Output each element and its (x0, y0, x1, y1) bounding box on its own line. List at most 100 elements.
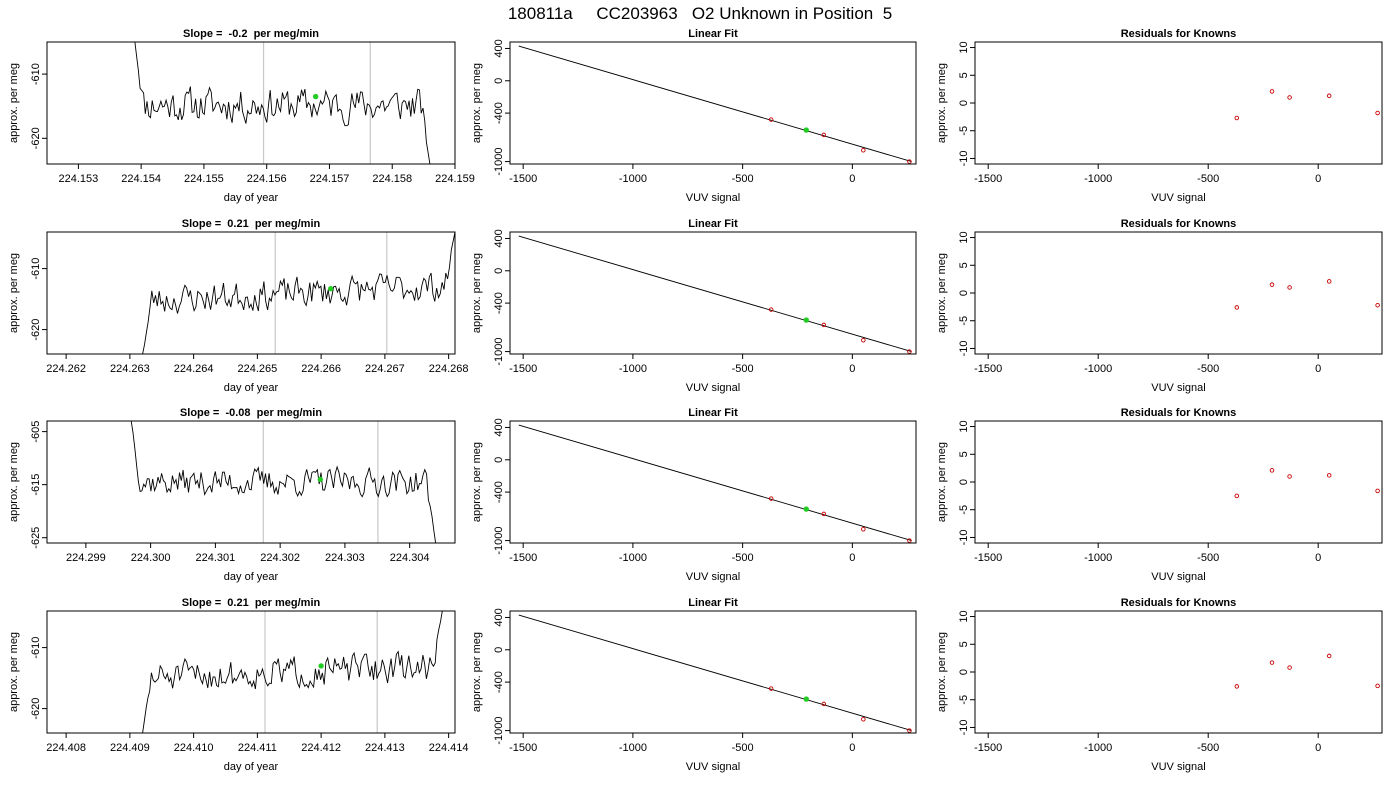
x-tick-label: -500 (732, 552, 754, 564)
unknown-marker (327, 286, 334, 292)
panel-residuals-3: Residuals for Knowns -1500 -1000 -500 0 10 5 0 -… (936, 597, 1383, 773)
y-tick-label: -10 (958, 720, 970, 736)
x-tick-label: -1500 (509, 742, 537, 754)
y-tick-label: -1000 (493, 717, 505, 745)
plot-frame (509, 610, 917, 734)
known-point (821, 511, 827, 517)
known-point (821, 322, 827, 328)
plot-frame (509, 420, 917, 544)
y-tick-label: -625 (30, 527, 42, 549)
x-axis-label: VUV signal (686, 571, 740, 583)
x-tick-label: -500 (1197, 742, 1219, 754)
plot-frame (974, 41, 1383, 165)
x-tick-label: 224.409 (110, 742, 150, 754)
panel-time-series-1: Slope = 0.21 per meg/min 224.262 224.263 22… (8, 218, 469, 394)
known-point (907, 349, 912, 354)
unknown-marker (317, 476, 323, 483)
x-axis-label: VUV signal (1151, 571, 1205, 583)
y-tick-label: -400 (493, 481, 505, 503)
plot-frame (46, 41, 456, 165)
x-tick-label: 224.159 (435, 173, 475, 185)
residual-point (1269, 282, 1275, 287)
known-point (861, 527, 866, 532)
known-point (907, 728, 912, 733)
y-tick-label: -610 (30, 63, 42, 85)
residual-point (1375, 302, 1380, 308)
x-tick-label: 0 (849, 742, 855, 754)
plot-frame (509, 231, 917, 355)
panel-linear-fit-3: Linear Fit -1500 -1000 -500 0 400 0 -400 -1000 VU… (471, 597, 917, 773)
y-tick-label: -620 (30, 698, 42, 720)
unknown-marker (803, 317, 809, 323)
y-axis-label: approx. per meg (936, 632, 948, 712)
x-tick-label: 224.413 (365, 742, 405, 754)
x-tick-label: -500 (1197, 552, 1219, 564)
residual-point (1269, 660, 1275, 665)
panel-title: Slope = 0.21 per meg/min (182, 597, 321, 609)
residual-point (1326, 653, 1332, 659)
x-tick-label: -1000 (1084, 552, 1112, 564)
y-axis-label: approx. per meg (936, 63, 948, 143)
plot-frame (46, 610, 456, 734)
y-tick-label: -615 (30, 474, 42, 496)
panel-title: Residuals for Knowns (1121, 407, 1237, 419)
x-tick-label: 0 (849, 363, 855, 375)
known-point (861, 717, 866, 722)
known-point (768, 117, 774, 122)
x-tick-label: 224.304 (390, 552, 430, 564)
panel-residuals-1: Residuals for Knowns -1500 -1000 -500 0 10 5 0 -… (936, 218, 1383, 394)
panel-linear-fit-2: Linear Fit -1500 -1000 -500 0 400 0 -400 -1000 VU… (471, 407, 917, 583)
x-tick-label: -1000 (1084, 742, 1112, 754)
trace-line (142, 232, 455, 354)
y-tick-label: 5 (958, 641, 970, 647)
unknown-marker (803, 127, 809, 133)
x-tick-label: -500 (732, 173, 754, 185)
data-layer (518, 45, 912, 164)
y-tick-label: 400 (493, 229, 505, 247)
x-axis-label: day of year (224, 192, 279, 204)
x-tick-label: -1000 (619, 363, 647, 375)
panel-title: Linear Fit (688, 28, 738, 40)
x-tick-label: 224.410 (174, 742, 214, 754)
residual-point (1234, 115, 1240, 121)
x-tick-label: 224.157 (310, 173, 350, 185)
trace-line (130, 421, 437, 543)
x-tick-label: 0 (849, 552, 855, 564)
x-tick-label: 224.299 (66, 552, 106, 564)
y-tick-label: 10 (958, 610, 970, 622)
plot-frame (974, 420, 1383, 544)
y-axis-label: approx. per meg (8, 442, 20, 522)
plot-frame (46, 420, 456, 544)
x-tick-label: 224.411 (238, 742, 277, 754)
y-tick-label: -610 (30, 637, 42, 659)
panel-title: Slope = -0.08 per meg/min (180, 407, 322, 419)
plot-frame (509, 41, 917, 165)
residual-point (1234, 305, 1240, 310)
plot-frame (974, 610, 1383, 734)
unknown-marker (312, 93, 319, 100)
x-tick-label: -1000 (619, 552, 647, 564)
y-tick-label: -620 (30, 127, 42, 149)
y-tick-label: -5 (958, 126, 970, 136)
y-tick-label: 0 (493, 457, 505, 463)
fit-line (518, 45, 912, 163)
data-layer (142, 232, 455, 354)
panel-title: Slope = -0.2 per meg/min (183, 28, 319, 40)
y-tick-label: 400 (493, 418, 505, 436)
data-layer (1234, 468, 1380, 499)
x-tick-label: 224.300 (131, 552, 171, 564)
x-tick-label: 0 (1315, 742, 1321, 754)
y-tick-label: 5 (958, 262, 970, 268)
residual-point (1326, 93, 1332, 99)
panel-residuals-2: Residuals for Knowns -1500 -1000 -500 0 10 5 0 -… (936, 407, 1383, 583)
known-point (821, 132, 827, 138)
panel-title: Linear Fit (688, 407, 738, 419)
x-tick-label: 224.268 (429, 363, 469, 375)
panel-grid: Slope = -0.2 per meg/min 224.153 224.154 22… (8, 28, 1383, 773)
y-tick-label: 0 (493, 78, 505, 84)
x-axis-label: VUV signal (1151, 382, 1205, 394)
y-axis-label: approx. per meg (8, 253, 20, 333)
y-tick-label: 0 (958, 290, 970, 296)
trace-line (134, 42, 431, 164)
